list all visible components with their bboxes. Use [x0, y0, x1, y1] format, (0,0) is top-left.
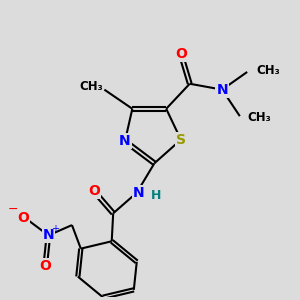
Text: +: + — [51, 224, 59, 234]
Text: O: O — [88, 184, 100, 198]
Text: N: N — [216, 82, 228, 97]
Text: CH₃: CH₃ — [79, 80, 103, 93]
Text: CH₃: CH₃ — [256, 64, 280, 77]
Text: N: N — [132, 186, 144, 200]
Text: S: S — [176, 133, 186, 147]
Text: −: − — [7, 203, 18, 216]
Text: O: O — [175, 47, 187, 61]
Text: N: N — [119, 134, 131, 148]
Text: O: O — [40, 259, 51, 273]
Text: H: H — [151, 188, 161, 202]
Text: N: N — [43, 228, 54, 242]
Text: CH₃: CH₃ — [247, 111, 271, 124]
Text: O: O — [17, 211, 29, 225]
